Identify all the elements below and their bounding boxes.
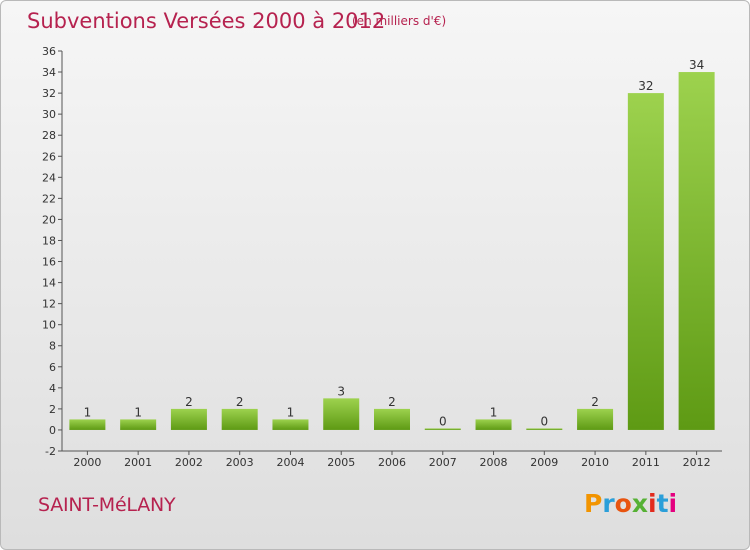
data-label: 3: [337, 384, 345, 398]
bar: [526, 428, 563, 430]
logo-letter: o: [614, 489, 632, 518]
y-tick-label: 14: [42, 277, 56, 290]
logo-letter: x: [631, 489, 648, 518]
x-tick-label: 2007: [429, 456, 457, 469]
bar: [627, 93, 664, 430]
bar: [221, 408, 258, 430]
bar: [678, 72, 715, 430]
y-tick-label: 22: [42, 192, 56, 205]
logo-letter: i: [648, 489, 657, 518]
y-tick-label: 8: [49, 340, 56, 353]
x-tick-label: 2009: [530, 456, 558, 469]
bar: [424, 428, 461, 430]
data-label: 2: [185, 395, 193, 409]
y-tick-label: 20: [42, 213, 56, 226]
y-tick-label: 0: [49, 424, 56, 437]
chart-title: Subventions Versées 2000 à 2012: [27, 9, 386, 33]
y-tick-label: 36: [42, 45, 56, 58]
logo-letter: P: [584, 489, 603, 518]
data-label: 1: [490, 405, 498, 419]
y-tick-label: 6: [49, 361, 56, 374]
data-label: 2: [236, 395, 244, 409]
logo-letter: i: [668, 489, 678, 518]
y-tick-label: 24: [42, 171, 56, 184]
logo-letter: r: [602, 489, 615, 518]
commune-name: SAINT-MéLANY: [38, 494, 176, 516]
logo-letter: t: [656, 489, 669, 518]
y-tick-label: 26: [42, 150, 56, 163]
bar: [577, 408, 614, 430]
y-tick-label: 16: [42, 256, 56, 269]
data-label: 0: [540, 414, 548, 428]
y-tick-label: 2: [49, 403, 56, 416]
x-tick-label: 2012: [683, 456, 711, 469]
bar: [69, 419, 106, 430]
data-label: 1: [287, 405, 295, 419]
data-label: 1: [134, 405, 142, 419]
bar: [323, 398, 360, 430]
bar: [475, 419, 512, 430]
y-tick-label: 18: [42, 234, 56, 247]
x-tick-label: 2000: [73, 456, 101, 469]
data-label: 0: [439, 414, 447, 428]
unit-note: (en milliers d'€): [352, 14, 447, 28]
x-tick-label: 2003: [226, 456, 254, 469]
y-tick-label: 28: [42, 129, 56, 142]
x-tick-label: 2002: [175, 456, 203, 469]
bar: [120, 419, 157, 430]
y-tick-label: 10: [42, 319, 56, 332]
x-tick-label: 2001: [124, 456, 152, 469]
y-tick-label: -2: [45, 445, 56, 458]
y-tick-label: 30: [42, 108, 56, 121]
bar: [374, 408, 410, 430]
bar: [272, 419, 309, 430]
data-label: 2: [591, 395, 599, 409]
plot-area: -202468101214161820222426283032343612000…: [42, 45, 722, 469]
bar: [170, 408, 207, 430]
x-tick-label: 2011: [632, 456, 660, 469]
x-tick-label: 2008: [480, 456, 508, 469]
x-tick-label: 2006: [378, 456, 406, 469]
y-tick-label: 34: [42, 66, 56, 79]
data-label: 2: [388, 395, 396, 409]
y-tick-label: 4: [49, 382, 56, 395]
data-label: 1: [84, 405, 92, 419]
data-label: 34: [689, 58, 704, 72]
x-tick-label: 2004: [276, 456, 304, 469]
x-tick-label: 2010: [581, 456, 609, 469]
y-tick-label: 32: [42, 87, 56, 100]
proxiti-logo: Proxiti: [584, 489, 677, 518]
data-label: 32: [638, 79, 653, 93]
x-tick-label: 2005: [327, 456, 355, 469]
y-tick-label: 12: [42, 298, 56, 311]
